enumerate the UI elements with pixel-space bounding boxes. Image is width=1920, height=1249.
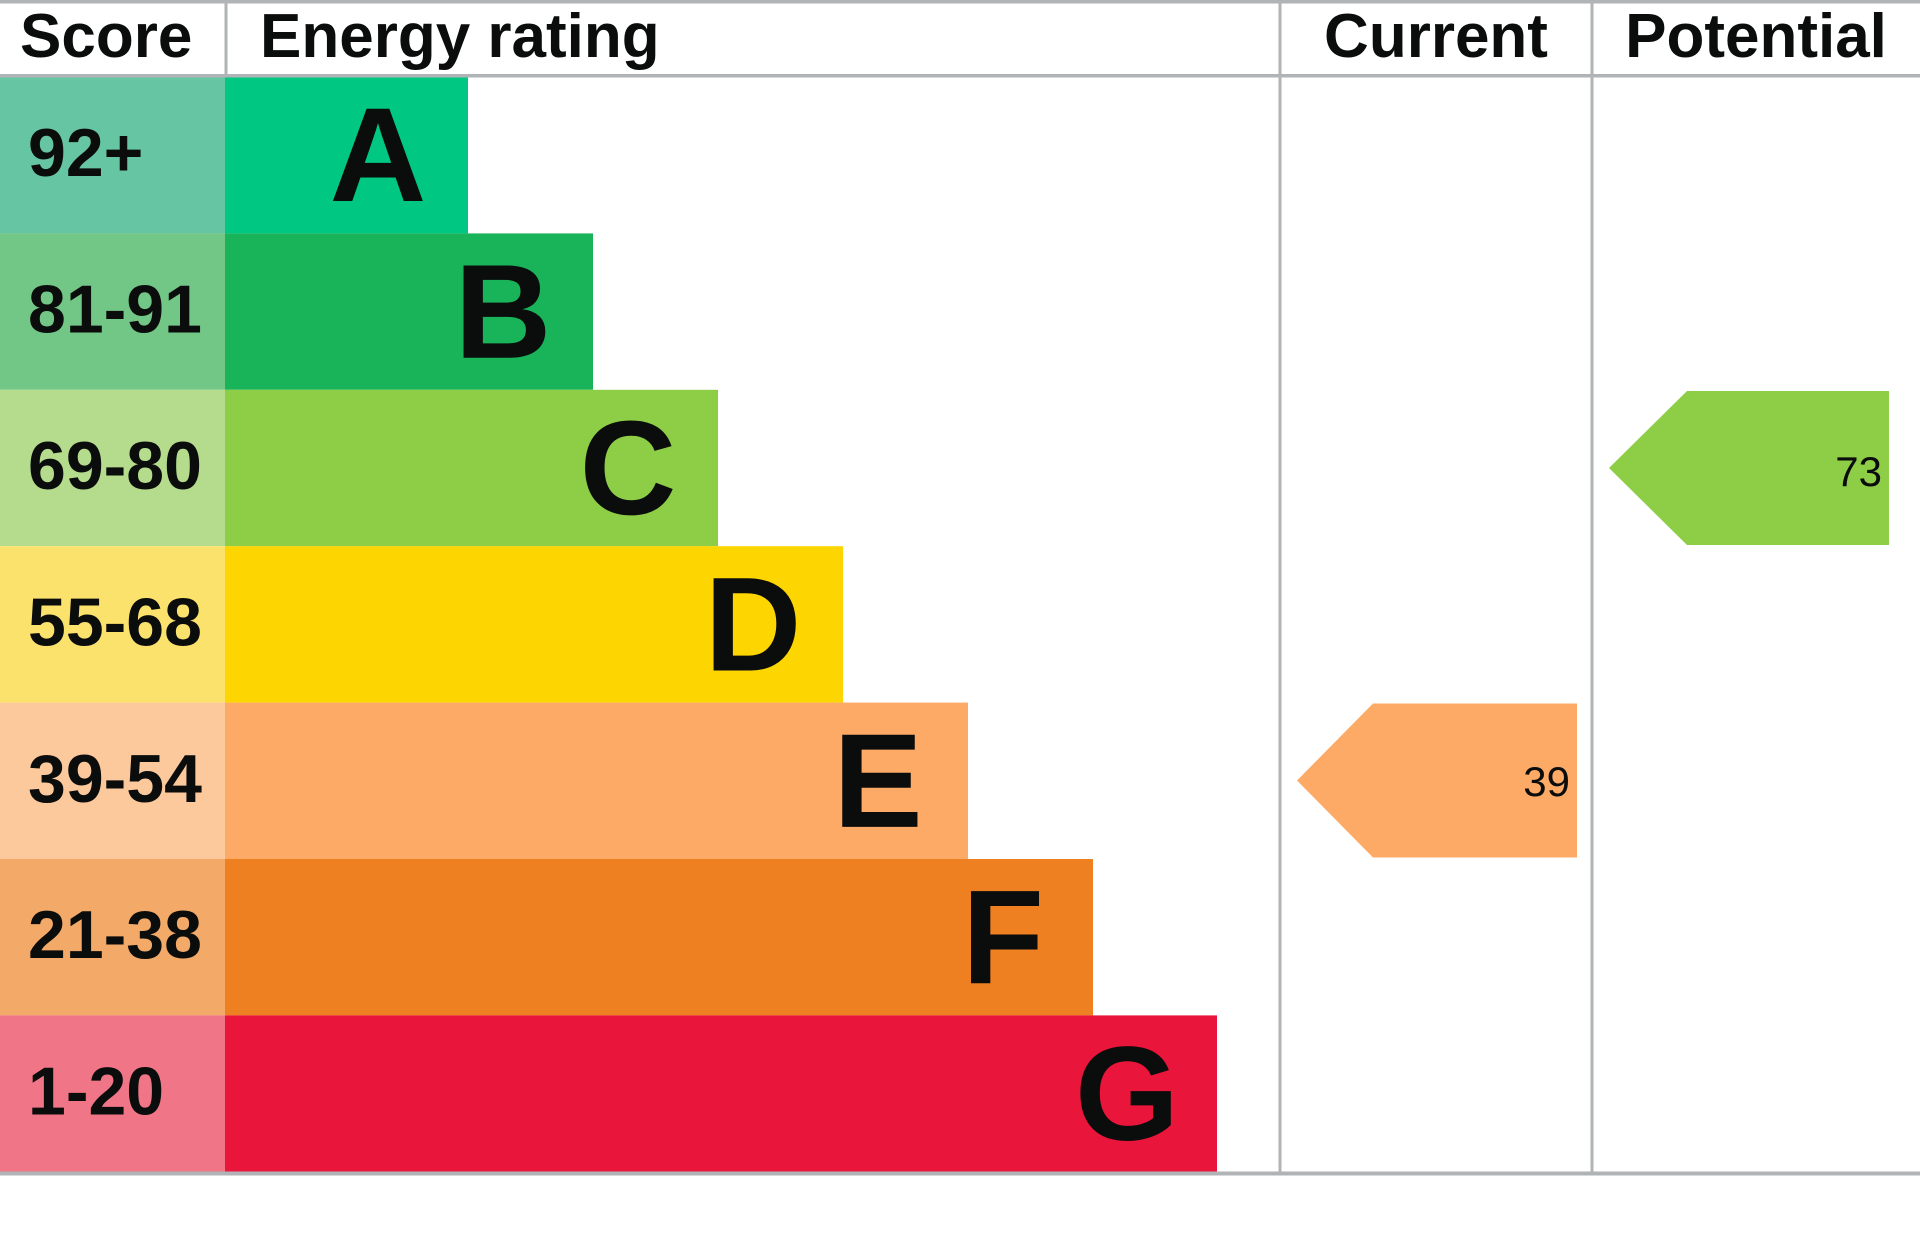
score-cell-b	[0, 233, 225, 390]
score-label-d: 55-68	[28, 584, 202, 660]
score-label-c: 69-80	[28, 428, 202, 504]
divider-potential-column	[1590, 3, 1594, 1172]
table-top-border	[0, 0, 1920, 4]
score-label-a: 92+	[28, 115, 143, 191]
score-cell-a	[0, 77, 225, 234]
band-bar-b	[225, 233, 593, 390]
band-bar-a	[225, 77, 468, 234]
score-cell-e	[0, 702, 225, 859]
score-label-b: 81-91	[28, 272, 202, 348]
divider-score-energy	[224, 3, 228, 74]
band-bar-e	[225, 702, 968, 859]
column-header-score: Score	[20, 2, 192, 71]
score-label-f: 21-38	[28, 897, 202, 973]
band-letter-f: F	[962, 863, 1044, 1012]
score-cell-c	[0, 389, 225, 547]
column-header-current: Current	[1324, 2, 1548, 71]
band-letter-g: G	[1075, 1020, 1179, 1169]
score-label-g: 1-20	[28, 1054, 164, 1130]
band-bar-g	[225, 1015, 1217, 1172]
band-bar-d	[225, 546, 843, 703]
band-letter-e: E	[833, 707, 922, 856]
score-cell-d	[0, 546, 225, 703]
band-letter-c: C	[580, 394, 677, 543]
score-cell-g	[0, 1015, 225, 1172]
band-bar-c	[225, 389, 718, 547]
score-label-e: 39-54	[28, 741, 202, 817]
potential-rating-arrow	[1609, 391, 1889, 545]
column-header-potential: Potential	[1625, 2, 1887, 71]
score-cell-f	[0, 859, 225, 1016]
current-rating-arrow	[1297, 703, 1577, 858]
column-header-energy-rating: Energy rating	[260, 2, 660, 71]
band-letter-d: D	[705, 551, 802, 700]
band-bar-f	[225, 859, 1093, 1016]
divider-current-column	[1278, 3, 1282, 1172]
current-rating-value: 39	[1523, 758, 1570, 805]
band-letter-a: A	[330, 81, 427, 230]
potential-rating-value: 73	[1835, 448, 1882, 495]
table-bottom-border	[0, 1171, 1920, 1176]
header-underline	[0, 74, 1920, 78]
band-letter-b: B	[455, 238, 552, 387]
